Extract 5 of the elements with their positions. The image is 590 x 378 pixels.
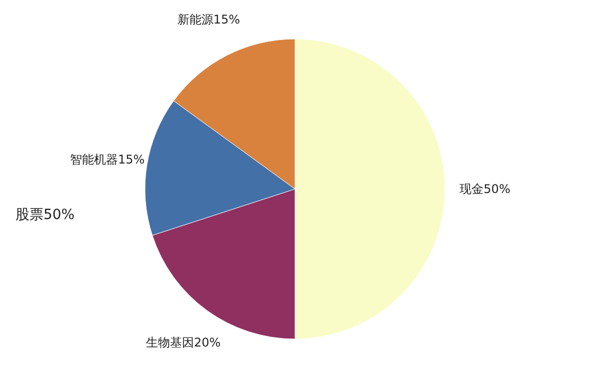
text: 股票50% bbox=[15, 207, 75, 223]
slice-label: 智能机器15% bbox=[70, 152, 145, 166]
slice-label: 生物基因20% bbox=[146, 336, 221, 350]
slice-label: 现金50% bbox=[460, 182, 510, 196]
slice-label: 新能源15% bbox=[177, 12, 240, 27]
